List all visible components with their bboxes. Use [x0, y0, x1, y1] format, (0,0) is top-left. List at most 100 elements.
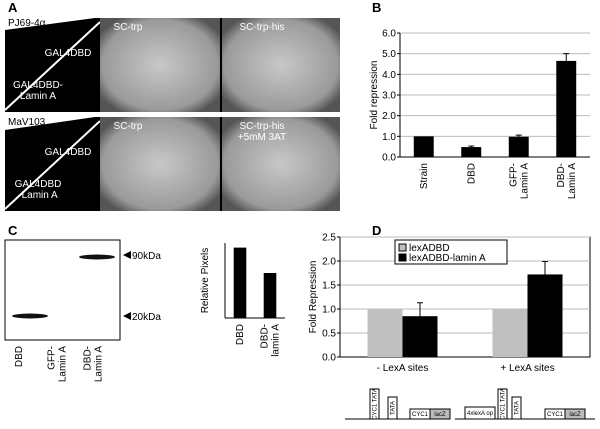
diagram-box: [387, 396, 398, 420]
strain-label: PJ69-4α: [8, 18, 46, 29]
bar: [461, 147, 482, 157]
medium-label: SC-trp: [114, 121, 143, 132]
construct-label: GAL4DBD: [45, 147, 92, 158]
bar: [527, 274, 563, 357]
x-tick-label: - LexA sites: [377, 363, 429, 374]
x-tick-label-line: - LexA sites: [377, 363, 429, 374]
y-axis-title: Fold Repression: [308, 261, 319, 334]
legend-swatch: [398, 243, 407, 252]
lane-label: DBD-Lamin A: [83, 346, 105, 382]
lane-label: DBD: [14, 346, 25, 367]
y-tick-label: 0.0: [382, 153, 396, 164]
panel-label: C: [8, 223, 18, 238]
x-tick-label: Strain: [419, 163, 430, 189]
x-tick-label-line: Strain: [419, 163, 430, 189]
y-tick-label: 5.0: [382, 49, 396, 60]
diagram-box: [511, 396, 522, 420]
lane-label-line: DBD: [14, 346, 25, 367]
marker-label: 90kDa: [132, 251, 161, 262]
strain-label-line: PJ69-4α: [8, 18, 46, 29]
plate: [222, 18, 340, 112]
corner: [5, 18, 95, 30]
lane-label-line: Lamin A: [58, 346, 69, 382]
strain-label-line: MaV103: [8, 117, 46, 128]
y-tick-label: 3.0: [382, 91, 396, 102]
band: [12, 313, 48, 319]
x-tick-label-line: Lamin A: [519, 163, 530, 199]
diagram-box: [564, 408, 586, 420]
x-tick-label: DBD: [466, 163, 477, 184]
medium-label-line: SC-trp: [114, 22, 143, 33]
panel-label: A: [8, 0, 18, 15]
x-tick-label-line: DBD: [235, 324, 246, 345]
strain-label: MaV103: [8, 117, 46, 128]
medium-label-line: SC-trp: [114, 121, 143, 132]
legend-swatch: [398, 253, 407, 262]
y-tick-label: 6.0: [382, 29, 396, 40]
bar: [508, 136, 529, 157]
plate: [100, 18, 220, 112]
x-tick-label: GFP-Lamin A: [508, 163, 530, 199]
divider: [4, 21, 101, 111]
corner: [5, 117, 95, 130]
y-tick-label: 2.0: [382, 111, 396, 122]
y-axis-title-line: Fold Repression: [308, 261, 319, 334]
construct-label-line: GAL4DBD: [15, 179, 62, 190]
medium-label: SC-trp-his: [239, 22, 284, 33]
plate: [100, 117, 220, 211]
bar: [233, 247, 247, 318]
medium-label-line: SC-trp-his: [239, 121, 284, 132]
bar: [367, 309, 403, 357]
panel-label: B: [372, 0, 381, 15]
construct-label: GAL4DBD-Lamin A: [15, 179, 62, 201]
diagram-label: CYC1: [412, 412, 429, 418]
x-tick-label: DBD: [235, 324, 246, 345]
x-tick-label-line: DBD: [466, 163, 477, 184]
x-tick-label: DBD-Lamin A: [556, 163, 578, 199]
marker-label: 20kDa: [132, 312, 161, 323]
lane-label-line: GFP-: [47, 346, 58, 370]
panel-a-photos: [4, 18, 340, 211]
marker-arrow: [123, 251, 131, 259]
x-tick-label-line: lamin A: [271, 324, 282, 357]
legend-box: [394, 239, 508, 265]
x-tick-label-line: DBD-: [260, 324, 271, 348]
x-tick-label: + LexA sites: [500, 363, 554, 374]
y-tick-label: 2.5: [322, 233, 336, 244]
plate: [222, 117, 340, 211]
x-tick-label: DBD-lamin A: [260, 324, 282, 357]
y-tick-label: 4.0: [382, 70, 396, 81]
marker-arrow: [123, 312, 131, 320]
construct-label-line: Lamin A: [20, 91, 56, 102]
y-axis-title: Relative Pixels: [200, 248, 211, 314]
y-tick-label: 0.0: [322, 353, 336, 364]
y-axis-title: Fold repression: [369, 61, 380, 130]
diagram-label: CYC1: [547, 412, 564, 418]
diagram-box: [429, 408, 451, 420]
legend-label: lexADBD: [409, 243, 450, 254]
construct-label-line: GAL4DBD: [45, 48, 92, 59]
construct-label: GAL4DBD-Lamin A: [13, 80, 63, 102]
medium-label: SC-trp-his +5mM 3AT: [238, 121, 286, 143]
diagram-label: CYC1 TATA: [373, 388, 379, 420]
legend-label: lexADBD-lamin A: [409, 253, 486, 264]
diagram-label: TATA: [515, 401, 521, 415]
medium-label: SC-trp: [114, 22, 143, 33]
bar: [556, 60, 577, 157]
x-tick-label-line: Lamin A: [567, 163, 578, 199]
medium-label-line: +5mM 3AT: [238, 132, 286, 143]
diagram-box: [369, 388, 380, 420]
bar: [413, 136, 434, 157]
diagram-box: [497, 388, 508, 420]
lane-label-line: DBD-: [83, 346, 94, 370]
x-tick-label-line: DBD-: [556, 163, 567, 187]
lane-label: GFP-Lamin A: [47, 346, 69, 382]
x-tick-label-line: GFP-: [508, 163, 519, 187]
diagram-label: lacZ: [569, 412, 581, 418]
band: [79, 254, 115, 260]
x-tick-label-line: + LexA sites: [500, 363, 554, 374]
diagram-label: lacZ: [434, 412, 446, 418]
bar: [492, 309, 528, 357]
construct-label-line: -Lamin A: [18, 190, 58, 201]
